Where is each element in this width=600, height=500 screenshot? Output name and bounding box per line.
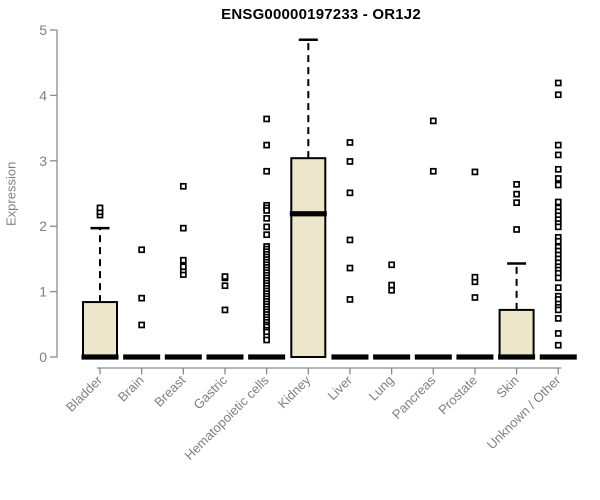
x-category-label: Liver (325, 372, 356, 403)
outlier-point-lung (388, 261, 395, 269)
outlier-point-hematopoietic-cells (263, 167, 270, 175)
x-category-label: Kidney (275, 372, 314, 411)
x-category-label: Pancreas (389, 372, 439, 422)
x-category-label: Bladder (63, 372, 106, 415)
median-skin (498, 354, 536, 360)
outlier-point-unknown-other (554, 284, 562, 292)
outlier-point-prostate (471, 294, 479, 301)
median-unknown-other (539, 354, 577, 360)
outlier-point-gastric (221, 306, 229, 314)
outlier-point-liver (346, 189, 354, 197)
outlier-point-skin (513, 226, 520, 233)
y-tick-label: 3 (39, 153, 47, 169)
outlier-point-liver (346, 296, 354, 303)
outlier-point-unknown-other (554, 198, 562, 206)
outlier-point-skin (513, 180, 520, 188)
outlier-point-unknown-other (554, 237, 562, 245)
median-pancreas (414, 354, 452, 360)
median-kidney (289, 211, 327, 217)
outlier-point-liver (346, 158, 354, 165)
outlier-point-hematopoietic-cells (263, 223, 270, 231)
outlier-point-breast (179, 224, 187, 232)
x-category-label: Prostate (435, 373, 480, 418)
outlier-point-prostate (471, 273, 479, 281)
outlier-point-unknown-other (554, 315, 562, 322)
median-brain (123, 354, 161, 360)
box-bladder (82, 301, 118, 358)
outlier-point-gastric (221, 282, 229, 290)
outlier-point-unknown-other (554, 151, 562, 159)
outlier-point-skin (513, 199, 520, 207)
outlier-point-lung (388, 286, 395, 294)
outlier-point-unknown-other (554, 79, 562, 87)
outlier-point-brain (138, 294, 146, 302)
outlier-point-hematopoietic-cells (263, 336, 270, 344)
outlier-point-breast (179, 256, 187, 264)
outlier-point-prostate (471, 168, 479, 176)
x-category-label: Skin (493, 373, 521, 401)
median-gastric (206, 354, 244, 360)
outlier-point-pancreas (429, 167, 437, 175)
outlier-point-unknown-other (554, 175, 562, 182)
outlier-point-unknown-other (554, 181, 562, 189)
outlier-point-hematopoietic-cells (263, 115, 270, 123)
outlier-point-unknown-other (554, 223, 562, 231)
y-tick-label: 0 (39, 349, 47, 365)
box-skin (498, 308, 535, 358)
outlier-point-unknown-other (554, 165, 562, 173)
x-category-label: Unknown / Other (484, 372, 564, 452)
median-breast (164, 354, 202, 360)
y-tick-label: 4 (39, 87, 47, 103)
outlier-point-hematopoietic-cells (263, 207, 270, 214)
outlier-point-breast (179, 182, 187, 190)
box-kidney (290, 157, 327, 358)
outlier-point-brain (138, 321, 146, 329)
x-category-label: Gastric (190, 372, 230, 412)
median-liver (331, 354, 369, 360)
y-tick-label: 1 (39, 284, 47, 300)
x-category-label: Brain (115, 373, 147, 405)
outlier-point-unknown-other (554, 141, 562, 149)
chart-title: ENSG00000197233 - OR1J2 (221, 6, 421, 23)
outlier-point-liver (346, 264, 354, 272)
median-lung (373, 354, 411, 360)
x-category-label: Breast (151, 372, 188, 409)
outlier-point-brain (138, 246, 146, 254)
outlier-point-unknown-other (554, 306, 562, 314)
outlier-point-bladder (96, 204, 104, 212)
median-bladder (81, 354, 119, 360)
outlier-point-hematopoietic-cells (263, 141, 270, 149)
outlier-point-liver (346, 139, 354, 146)
outlier-point-skin (513, 190, 520, 198)
x-category-label: Lung (366, 373, 397, 404)
outlier-point-hematopoietic-cells (263, 215, 270, 222)
outlier-point-unknown-other (554, 91, 562, 99)
median-prostate (456, 354, 494, 360)
y-tick-label: 5 (39, 22, 47, 38)
outlier-point-unknown-other (554, 341, 562, 349)
outlier-point-hematopoietic-cells (263, 231, 270, 239)
outlier-point-unknown-other (554, 274, 562, 282)
outlier-point-gastric (221, 273, 229, 280)
y-tick-label: 2 (39, 218, 47, 234)
outlier-point-unknown-other (554, 330, 562, 337)
median-hematopoietic-cells (248, 354, 286, 360)
outlier-point-lung (388, 281, 395, 289)
outlier-point-liver (346, 236, 354, 244)
outlier-point-pancreas (429, 117, 437, 125)
outlier-point-breast (179, 263, 187, 271)
